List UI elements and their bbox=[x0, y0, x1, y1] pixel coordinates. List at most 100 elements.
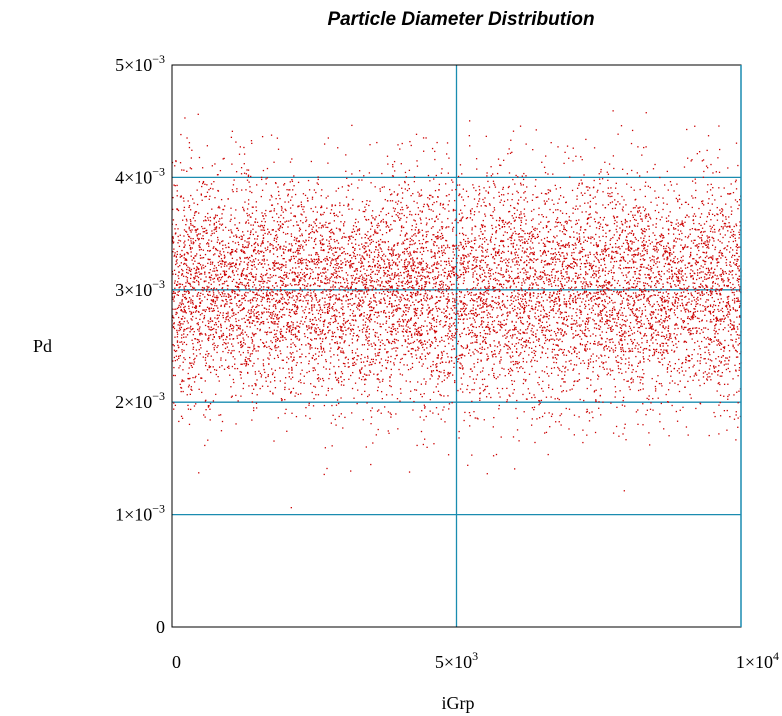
data-point bbox=[705, 292, 708, 294]
data-point bbox=[219, 323, 222, 325]
data-point bbox=[309, 320, 311, 323]
data-point bbox=[387, 356, 389, 358]
data-point bbox=[646, 409, 649, 411]
data-point bbox=[230, 263, 232, 266]
data-point bbox=[207, 325, 209, 328]
data-point bbox=[682, 255, 684, 257]
data-point bbox=[621, 208, 624, 210]
data-point bbox=[343, 289, 345, 291]
data-point bbox=[448, 403, 451, 405]
data-point bbox=[690, 316, 692, 318]
data-point bbox=[498, 320, 500, 323]
data-point bbox=[566, 145, 569, 147]
data-point bbox=[707, 267, 710, 269]
data-point bbox=[273, 220, 275, 222]
data-point bbox=[208, 322, 210, 324]
data-point bbox=[738, 290, 741, 292]
data-point bbox=[521, 250, 524, 252]
data-point bbox=[286, 346, 289, 348]
data-point bbox=[292, 290, 294, 292]
data-point bbox=[508, 258, 510, 260]
data-point bbox=[180, 309, 182, 312]
data-point bbox=[432, 264, 435, 266]
data-point bbox=[378, 300, 380, 302]
data-point bbox=[540, 276, 542, 278]
data-point bbox=[332, 247, 334, 249]
data-point bbox=[499, 321, 502, 323]
data-point bbox=[617, 293, 619, 296]
data-point bbox=[339, 254, 341, 257]
data-point bbox=[525, 329, 527, 331]
data-point bbox=[464, 313, 466, 315]
data-point bbox=[560, 224, 563, 226]
data-point bbox=[221, 223, 224, 225]
data-point bbox=[542, 216, 545, 218]
data-point bbox=[590, 355, 593, 357]
data-point bbox=[530, 248, 532, 250]
data-point bbox=[361, 344, 364, 346]
data-point bbox=[671, 349, 673, 351]
data-point bbox=[738, 246, 740, 248]
data-point bbox=[189, 277, 192, 280]
data-point bbox=[689, 376, 691, 378]
data-point bbox=[618, 238, 621, 240]
data-point bbox=[204, 364, 207, 367]
data-point bbox=[177, 316, 180, 319]
data-point bbox=[735, 331, 737, 333]
data-point bbox=[476, 417, 478, 419]
data-point bbox=[227, 263, 229, 265]
data-point bbox=[636, 316, 638, 318]
data-point bbox=[722, 355, 724, 357]
data-point bbox=[189, 229, 191, 232]
data-point bbox=[245, 275, 247, 277]
data-point bbox=[646, 267, 649, 269]
data-point bbox=[723, 383, 726, 386]
data-point bbox=[674, 314, 676, 316]
data-point bbox=[255, 384, 257, 387]
data-point bbox=[305, 267, 307, 269]
data-point bbox=[355, 320, 357, 322]
data-point bbox=[430, 209, 432, 211]
data-point bbox=[456, 262, 458, 264]
data-point bbox=[461, 227, 464, 229]
data-point bbox=[440, 394, 442, 397]
data-point bbox=[620, 256, 622, 259]
data-point bbox=[545, 193, 548, 195]
data-point bbox=[543, 315, 545, 317]
data-point bbox=[475, 261, 477, 263]
data-point bbox=[211, 300, 213, 302]
data-point bbox=[251, 191, 253, 194]
data-point bbox=[526, 201, 529, 203]
data-point bbox=[305, 344, 307, 346]
data-point bbox=[386, 288, 388, 290]
data-point bbox=[499, 374, 501, 376]
data-point bbox=[487, 293, 490, 295]
data-point bbox=[316, 211, 319, 213]
data-point bbox=[557, 344, 559, 346]
data-point bbox=[711, 226, 713, 228]
data-point bbox=[556, 293, 558, 295]
data-point bbox=[277, 148, 280, 150]
data-point bbox=[445, 320, 447, 323]
data-point bbox=[361, 367, 363, 369]
data-point bbox=[426, 446, 428, 448]
data-point bbox=[178, 287, 180, 289]
data-point bbox=[265, 249, 267, 252]
data-point bbox=[730, 265, 732, 267]
data-point bbox=[365, 281, 368, 283]
data-point bbox=[380, 412, 382, 414]
data-point bbox=[370, 273, 372, 275]
data-point bbox=[352, 246, 354, 249]
data-point bbox=[263, 218, 265, 220]
data-point bbox=[441, 280, 443, 282]
data-point bbox=[186, 264, 188, 267]
data-point bbox=[485, 255, 487, 258]
data-point bbox=[605, 232, 607, 234]
data-point bbox=[645, 267, 647, 269]
data-point bbox=[406, 238, 408, 240]
data-point bbox=[616, 225, 618, 227]
data-point bbox=[397, 273, 399, 275]
data-point bbox=[344, 357, 347, 359]
data-point bbox=[582, 255, 584, 258]
data-point bbox=[344, 322, 347, 324]
